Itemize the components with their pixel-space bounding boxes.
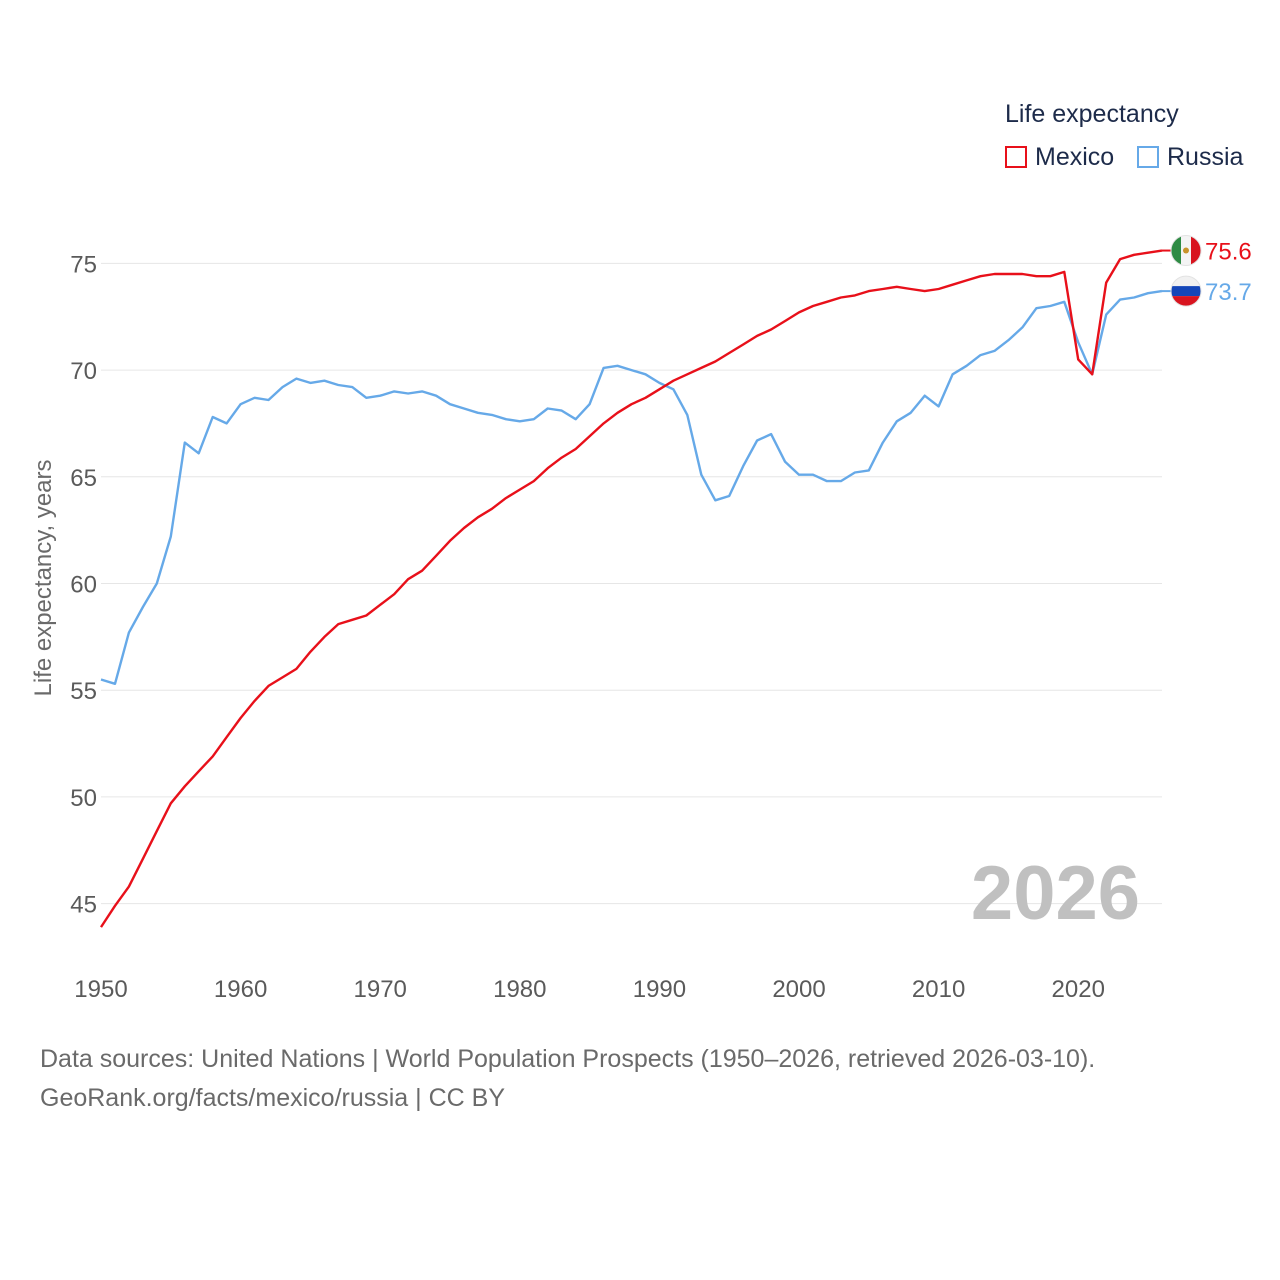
y-tick-label: 75 xyxy=(70,251,97,278)
footer-sources: Data sources: United Nations | World Pop… xyxy=(40,1045,1096,1073)
x-tick-label: 1970 xyxy=(354,976,407,1003)
series-lines xyxy=(99,249,1163,928)
y-axis-label: Life expectancy, years xyxy=(30,459,57,696)
series-line-russia xyxy=(100,289,1163,685)
series-line-mexico xyxy=(99,249,1163,928)
legend-item-mexico[interactable]: Mexico xyxy=(1005,143,1114,171)
y-tick-label: 55 xyxy=(70,678,97,705)
y-axis-ticks: 45 50 55 60 65 70 75 xyxy=(70,251,97,918)
legend-swatch-russia xyxy=(1137,146,1159,168)
x-tick-label: 1980 xyxy=(493,976,546,1003)
footer-link[interactable]: GeoRank.org/facts/mexico/russia | CC BY xyxy=(40,1084,505,1112)
x-tick-label: 2000 xyxy=(772,976,825,1003)
x-axis-ticks: 1950 1960 1970 1980 1990 2000 2010 2020 xyxy=(74,976,1105,1003)
legend-label-russia: Russia xyxy=(1167,142,1244,171)
end-label-russia: 73.7 xyxy=(1205,279,1252,306)
year-stamp: 2026 xyxy=(970,851,1140,936)
legend-item-russia[interactable]: Russia xyxy=(1137,143,1243,171)
mexico-flag-icon xyxy=(1171,235,1201,266)
x-tick-label: 1990 xyxy=(633,976,686,1003)
x-tick-label: 1960 xyxy=(214,976,267,1003)
legend-swatch-mexico xyxy=(1005,146,1027,168)
y-tick-label: 70 xyxy=(70,358,97,385)
legend-label-mexico: Mexico xyxy=(1035,142,1115,171)
end-labels: 75.6 73.7 xyxy=(1162,235,1252,307)
x-tick-label: 2020 xyxy=(1052,976,1105,1003)
x-tick-label: 2010 xyxy=(912,976,965,1003)
grid-lines xyxy=(101,262,1162,905)
end-label-mexico: 75.6 xyxy=(1205,239,1252,266)
y-tick-label: 65 xyxy=(70,465,97,492)
y-tick-label: 45 xyxy=(70,892,97,919)
legend-title: Life expectancy xyxy=(1005,100,1179,128)
y-tick-label: 50 xyxy=(70,785,97,812)
russia-flag-icon xyxy=(1171,276,1201,307)
y-tick-label: 60 xyxy=(70,572,97,599)
x-tick-label: 1950 xyxy=(74,976,127,1003)
